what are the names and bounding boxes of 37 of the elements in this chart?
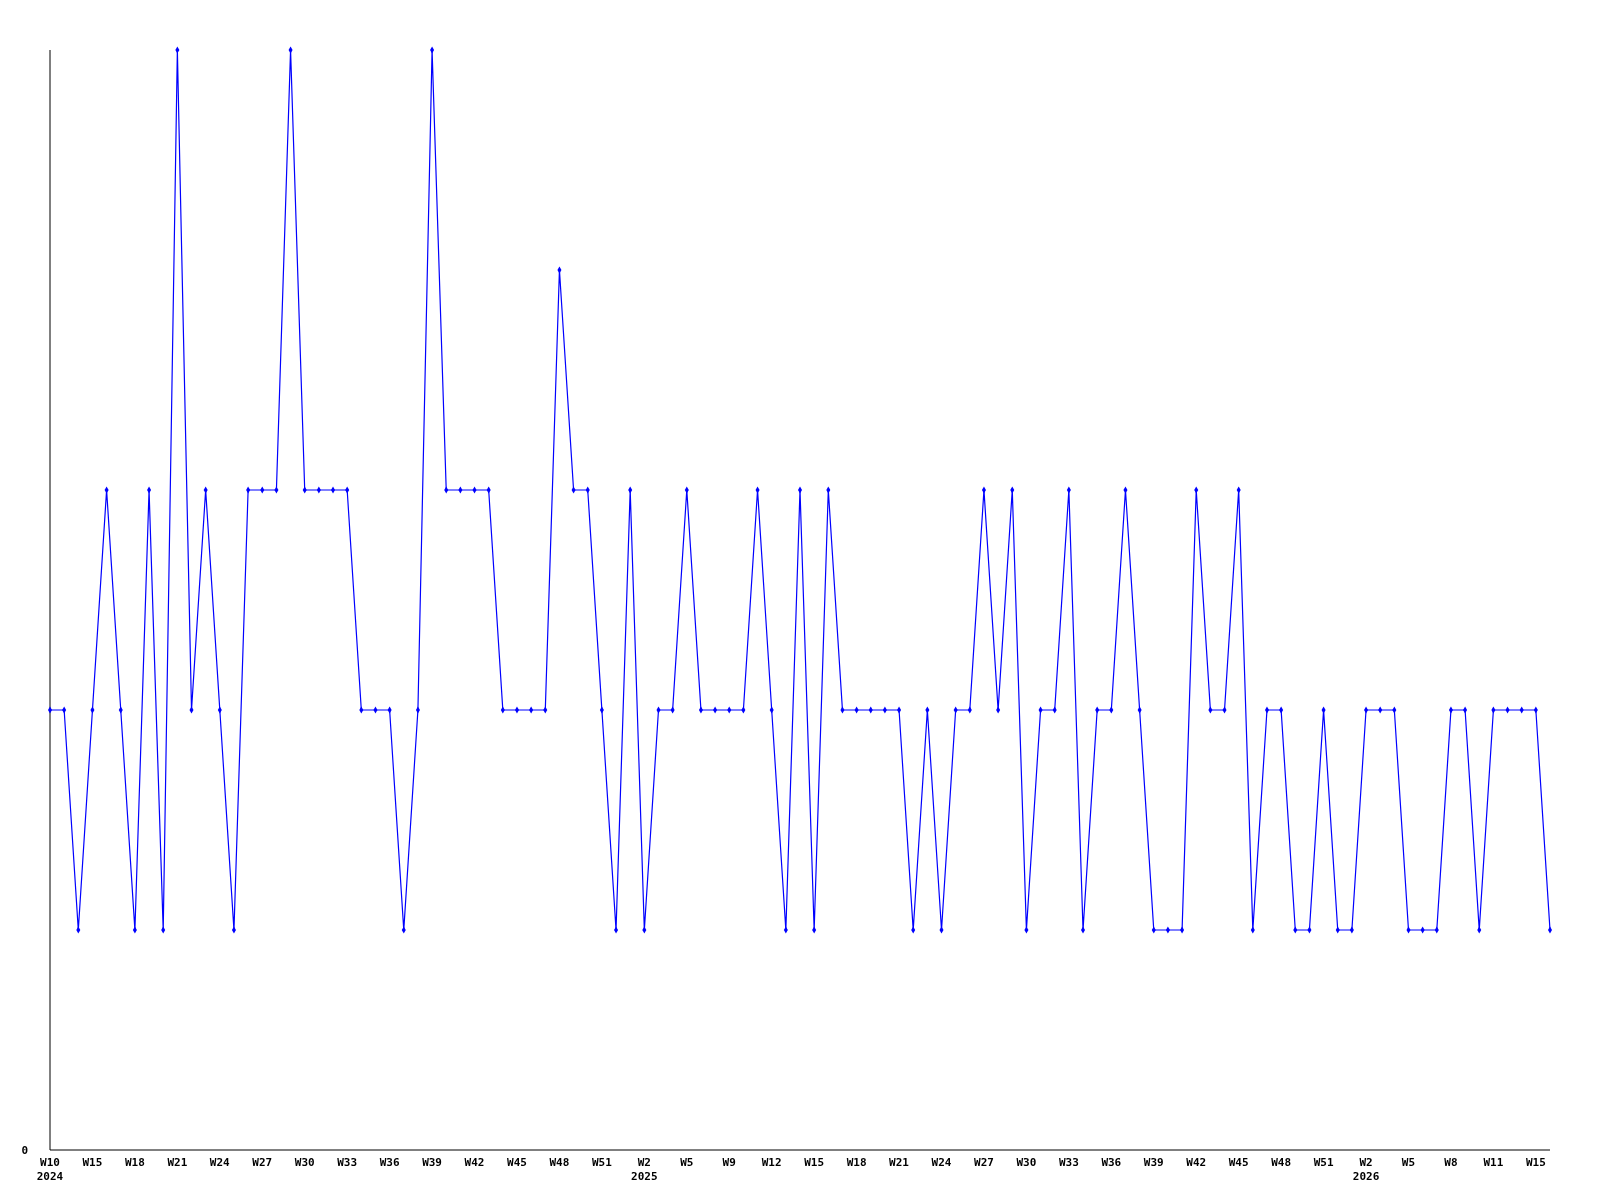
x-tick-label: W18 [124,1156,145,1169]
x-tick-label: W39 [422,1156,443,1169]
x-tick-label: W2 2025 [631,1156,658,1183]
x-tick-label: W48 [1271,1156,1292,1169]
x-tick-label: W5 [1401,1156,1416,1169]
x-tick-label: W42 [1186,1156,1207,1169]
x-tick-label: W36 [379,1156,400,1169]
x-tick-label: W8 [1444,1156,1458,1169]
x-tick-label: W33 [337,1156,358,1169]
x-tick-label: W39 [1143,1156,1164,1169]
x-tick-label: W36 [1101,1156,1122,1169]
x-tick-label: W48 [549,1156,570,1169]
x-tick-label: W10 2024 [36,1156,64,1183]
x-tick-label: W9 [722,1156,736,1169]
x-tick-label: W27 [974,1156,994,1169]
x-tick-label: W42 [464,1156,485,1169]
x-tick-label: W27 [252,1156,273,1169]
x-tick-label: W18 [846,1156,867,1169]
x-tick-label: W15 [1525,1156,1546,1169]
x-tick-label: W2 2026 [1352,1156,1380,1183]
x-tick-label: W30 [294,1156,315,1169]
x-tick-label: W24 [931,1156,952,1169]
text: 0 [21,1144,28,1157]
x-tick-label: W51 [591,1156,613,1169]
x-tick-label: W5 [680,1156,694,1169]
x-tick-label: W51 [1313,1156,1334,1169]
x-tick-label: W15 [82,1156,103,1169]
x-tick-label: W24 [209,1156,231,1169]
x-tick-label: W21 [889,1156,910,1169]
x-tick-label: W11 [1483,1156,1504,1169]
x-tick-label: W12 [761,1156,782,1169]
x-tick-label: W30 [1016,1156,1037,1169]
x-tick-label: W33 [1058,1156,1079,1169]
x-tick-label: W45 [507,1156,527,1169]
x-tick-label: W21 [167,1156,188,1169]
x-tick-label: W15 [804,1156,825,1169]
x-tick-label: W45 [1228,1156,1249,1169]
